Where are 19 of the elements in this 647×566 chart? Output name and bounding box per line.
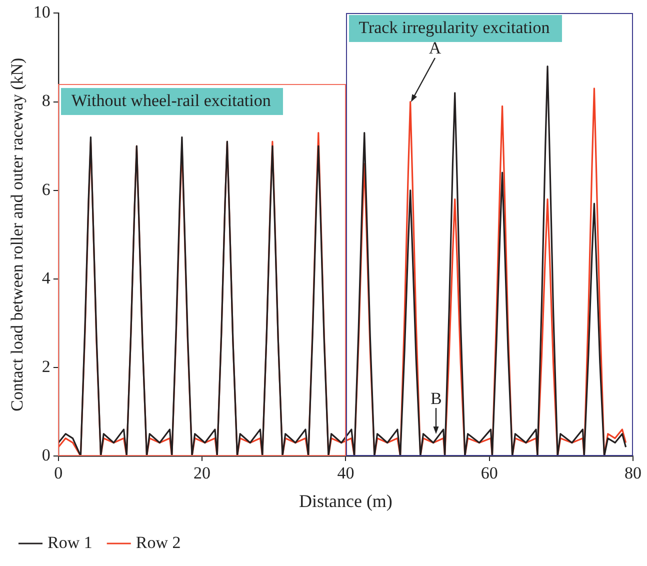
y-tick-label: 0 — [42, 445, 50, 464]
y-tick-label: 2 — [42, 356, 50, 376]
x-tick-label: 60 — [480, 464, 498, 483]
x-axis-title: Distance (m) — [298, 490, 392, 511]
x-tick-label: 40 — [337, 464, 354, 483]
y-tick-label: 10 — [33, 2, 50, 22]
y-tick-label: 4 — [42, 268, 51, 288]
x-tick-label: 20 — [194, 464, 211, 483]
annotation: Track irregularity excitation — [358, 18, 550, 38]
legend-label: Row 1 — [48, 532, 92, 552]
x-tick-label: 0 — [54, 464, 63, 483]
annotation: Without wheel-rail excitation — [61, 88, 283, 116]
y-tick-label: 8 — [42, 91, 50, 110]
annotation: B — [430, 388, 442, 408]
y-tick-label: 6 — [42, 180, 50, 199]
y-axis-title: Contact load between roller and outer raceway (kN) — [8, 58, 27, 412]
x-tick-label: 80 — [624, 464, 642, 483]
annotation: A — [428, 38, 442, 58]
legend-label: Row 2 — [136, 532, 181, 552]
